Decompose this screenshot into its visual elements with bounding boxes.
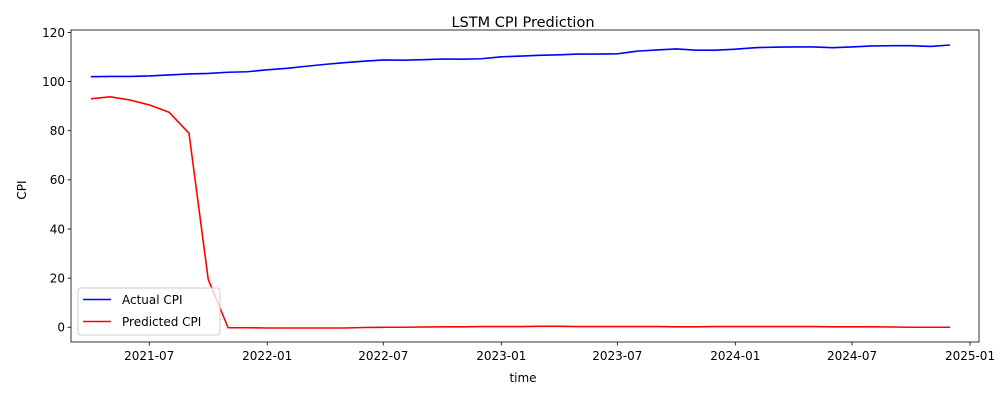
x-tick-label: 2025-01: [945, 349, 995, 363]
x-tick-label: 2023-07: [592, 349, 642, 363]
x-tick-label: 2021-07: [124, 349, 174, 363]
plot-area: [90, 44, 951, 329]
y-tick-label: 20: [50, 271, 65, 285]
legend-label: Predicted CPI: [122, 315, 201, 329]
y-tick-label: 100: [42, 75, 65, 89]
y-tick-label: 0: [57, 321, 65, 335]
y-tick-label: 120: [42, 26, 65, 40]
x-tick-label: 2024-07: [827, 349, 877, 363]
y-axis-ticks: 0 20 40 60 80 100 120: [42, 26, 71, 335]
y-tick-label: 80: [50, 124, 65, 138]
y-tick-label: 40: [50, 222, 65, 236]
x-tick-label: 2024-01: [710, 349, 760, 363]
x-tick-label: 2022-01: [242, 349, 292, 363]
x-tick-label: 2023-01: [476, 349, 526, 363]
legend-box: [77, 287, 221, 336]
legend: Actual CPI Predicted CPI: [77, 287, 221, 336]
y-axis-label: CPI: [15, 180, 29, 199]
legend-label: Actual CPI: [122, 293, 183, 307]
series-line-actual-cpi: [90, 44, 951, 78]
series-line-predicted-cpi: [90, 96, 951, 329]
x-axis-ticks: 2021-07 2022-01 2022-07 2023-01 2023-07 2024-…: [124, 342, 995, 363]
x-tick-label: 2022-07: [358, 349, 408, 363]
x-axis-label: time: [509, 371, 536, 385]
axes-frame: [70, 29, 980, 343]
y-tick-label: 60: [50, 173, 65, 187]
chart-title: LSTM CPI Prediction: [451, 15, 594, 31]
